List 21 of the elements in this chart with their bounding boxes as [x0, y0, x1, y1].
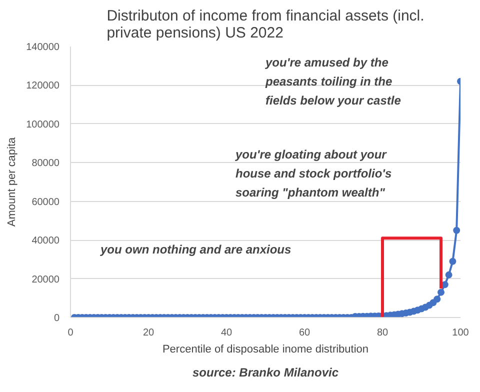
y-tick-label: 140000	[26, 42, 60, 53]
y-tick-label: 40000	[32, 236, 60, 247]
x-tick-label: 0	[68, 328, 74, 338]
x-tick-label: 40	[220, 328, 232, 338]
y-tick-label: 60000	[32, 196, 60, 208]
x-tick-label: 100	[452, 328, 470, 338]
y-axis-title: Amount per capita	[6, 136, 18, 227]
annotation: you're amused by the peasants toiling in the fields below your castle	[264, 56, 402, 108]
y-tick-label: 100000	[26, 119, 60, 130]
y-tick-label: 80000	[32, 158, 60, 170]
chart-title: Distributon of income from financial assets (incl. private pensions) US 2022	[106, 8, 424, 42]
x-tick-label: 60	[298, 328, 310, 338]
y-tick-label: 20000	[32, 274, 60, 286]
x-tick-label: 20	[142, 328, 154, 338]
source-note: source: Branko Milanovic	[192, 366, 339, 380]
annotation: you own nothing and are anxious	[100, 242, 292, 256]
y-tick-label: 0	[54, 313, 60, 324]
x-tick-label: 80	[376, 328, 388, 338]
annotation: you're gloating about your house and stock portfolio's soaring "phantom wealth"	[234, 148, 392, 200]
y-tick-label: 120000	[26, 80, 60, 92]
x-axis-title: Percentile of disposable inome distribution	[162, 344, 369, 356]
